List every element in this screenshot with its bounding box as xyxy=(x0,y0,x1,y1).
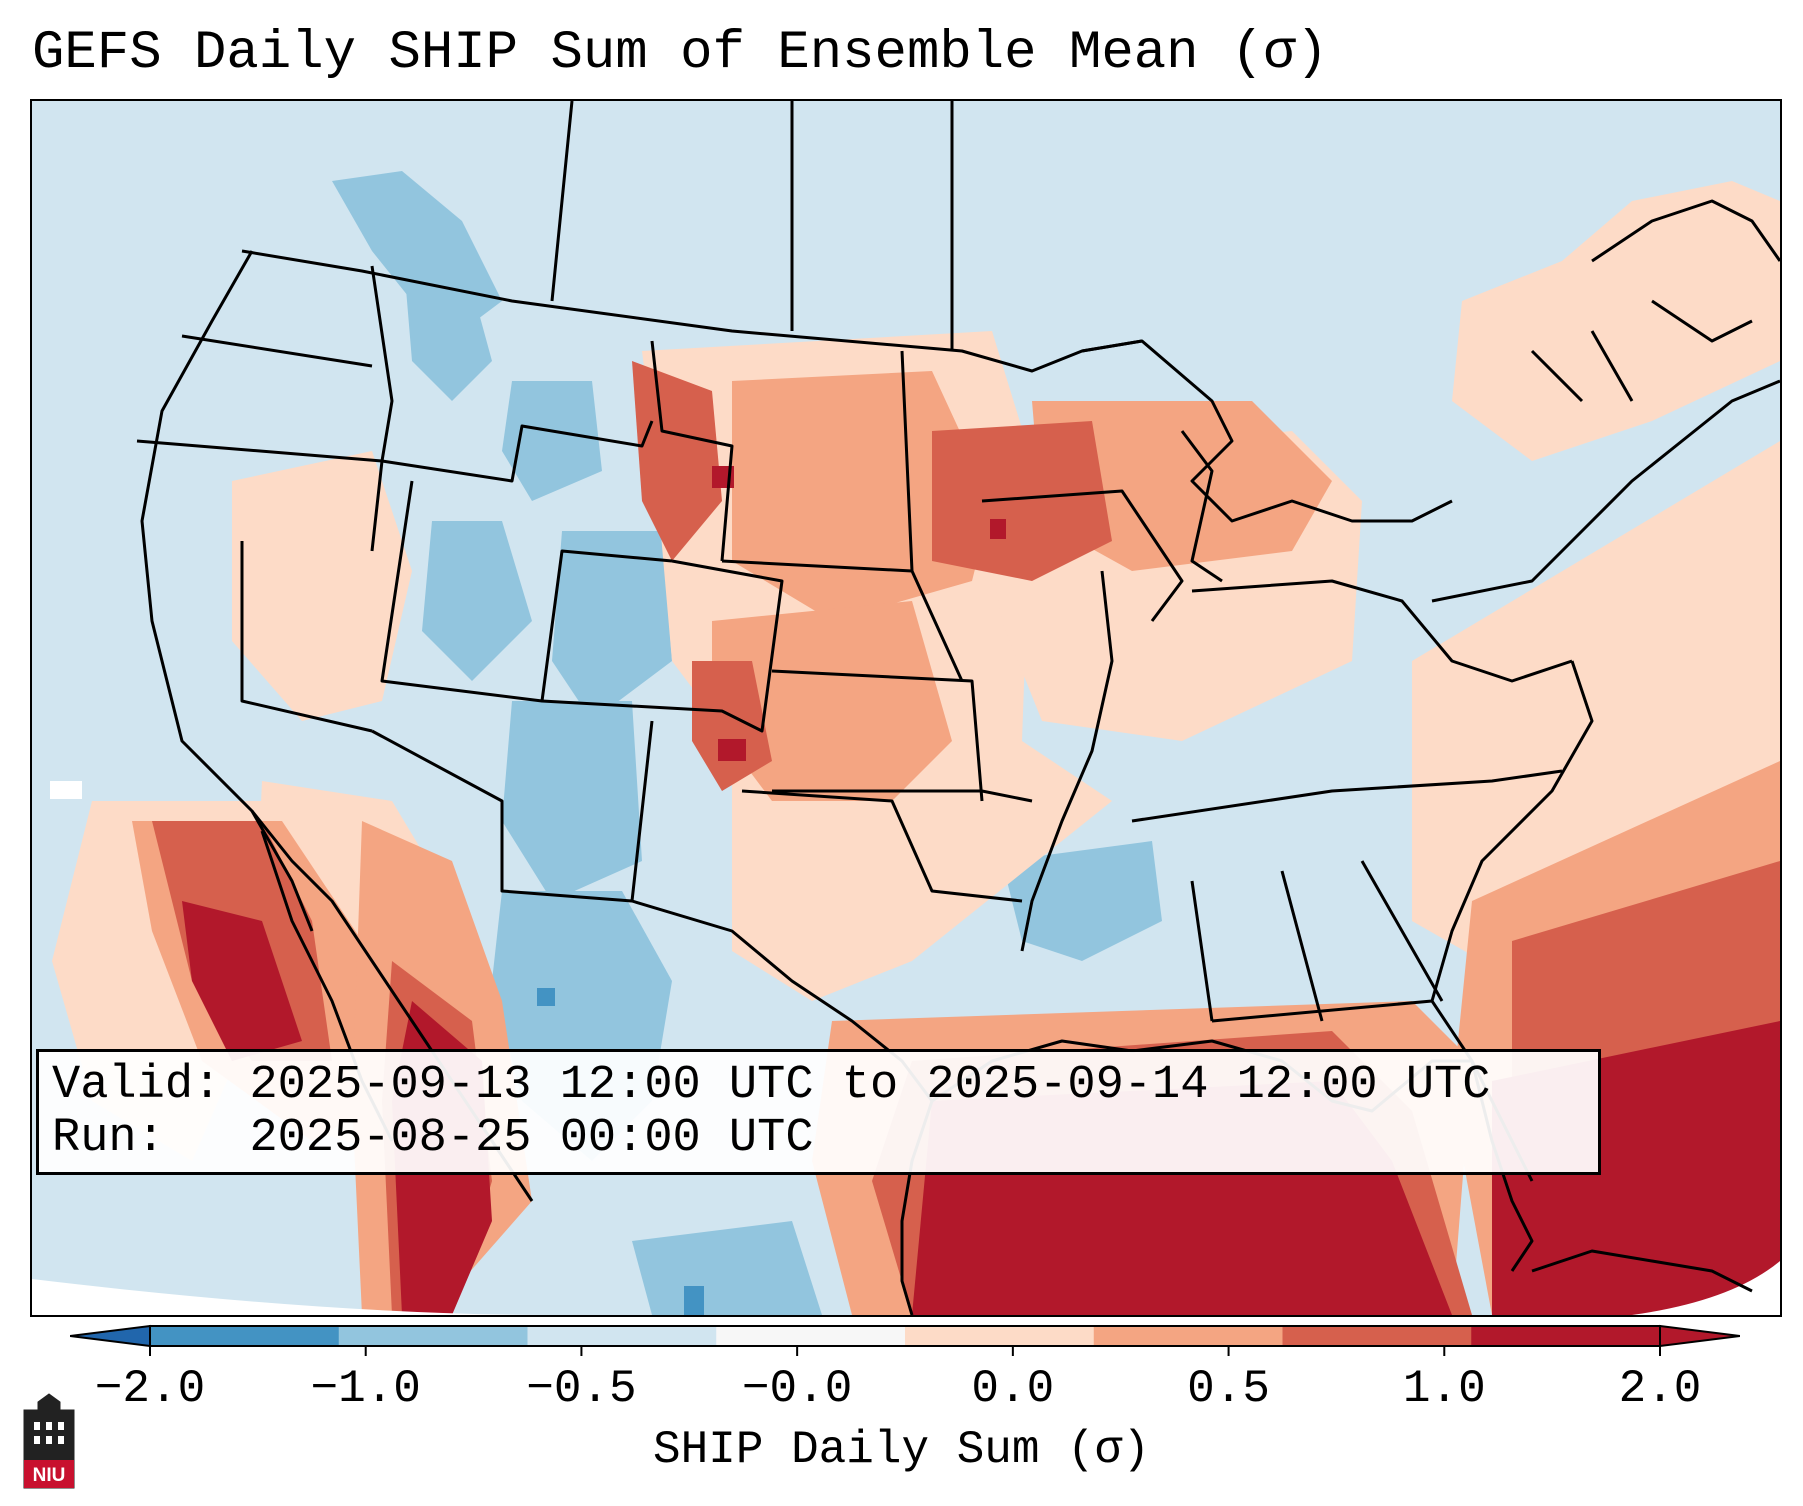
mississippi-river xyxy=(1020,570,1114,952)
run-line: Run: 2025-08-25 00:00 UTC xyxy=(52,1113,814,1165)
niu-logo: NIU xyxy=(23,1393,75,1489)
colorado-box xyxy=(541,559,784,733)
patch-pos-deep-southdakota xyxy=(990,519,1006,539)
colorbar-tick-label: 0.0 xyxy=(971,1363,1055,1415)
canada-maritimes xyxy=(1591,199,1780,343)
boundary-lines xyxy=(136,101,1780,1315)
colorbar-tick-label: 1.0 xyxy=(1402,1363,1486,1415)
off-domain-arc-right xyxy=(1632,1261,1780,1315)
colorbar-ticks xyxy=(149,1346,1661,1356)
patch-neg-strong xyxy=(684,1286,704,1315)
colorbar-tick-label: −1.0 xyxy=(310,1363,421,1415)
colorbar-tick-label: −0.5 xyxy=(526,1363,637,1415)
valid-label: Valid: xyxy=(52,1059,222,1112)
great-lakes xyxy=(1081,339,1453,583)
colorbar-label: SHIP Daily Sum (σ) xyxy=(653,1424,1150,1476)
patch-pos-strong-colorado xyxy=(692,661,772,791)
run-value: 2025-08-25 00:00 UTC xyxy=(249,1112,814,1165)
wa-or-line xyxy=(181,334,373,368)
patch-neg-utah xyxy=(422,521,532,681)
valid-value: 2025-09-13 12:00 UTC to 2025-09-14 12:00… xyxy=(249,1059,1491,1112)
colorbar xyxy=(70,1324,1740,1356)
valid-run-info-box: Valid: 2025-09-13 12:00 UTC to 2025-09-1… xyxy=(36,1049,1601,1175)
patch-neg-newmexico xyxy=(502,701,642,901)
ohio-valley xyxy=(1191,579,1573,683)
arizona-nm xyxy=(371,720,654,903)
colorbar-segment xyxy=(716,1326,906,1346)
west-coast xyxy=(140,250,314,932)
colorbar-segment xyxy=(1093,1326,1283,1346)
niu-logo-banner xyxy=(24,1460,74,1488)
northeast xyxy=(1431,330,1780,603)
valid-line: Valid: 2025-09-13 12:00 UTC to 2025-09-1… xyxy=(52,1060,1490,1112)
canada-provinces xyxy=(550,101,954,351)
montana-dakota xyxy=(650,340,734,562)
colorbar-extend-low xyxy=(70,1324,151,1348)
patch-neg-idaho xyxy=(402,241,492,401)
patch-neg-wyoming xyxy=(502,381,602,501)
colorbar-segment xyxy=(338,1326,528,1346)
niu-logo-text: NIU xyxy=(33,1465,66,1486)
patch-pos-med-dakotas xyxy=(732,371,992,621)
cuba xyxy=(1531,1249,1753,1293)
colorbar-segment xyxy=(1471,1326,1661,1346)
colorbar-segment xyxy=(150,1326,340,1346)
southeast-lines xyxy=(1190,860,1444,1023)
patch-pos-strong-montana xyxy=(632,361,722,561)
off-domain-arc xyxy=(32,1279,552,1315)
colorbar-tick-label: −0.0 xyxy=(741,1363,853,1415)
plains-east xyxy=(900,350,1184,622)
colorbar-tick-label: −2.0 xyxy=(94,1363,206,1415)
patch-pos-light-newengland xyxy=(1452,181,1780,461)
niu-logo-windows xyxy=(34,1422,64,1444)
patch-neg-south-mexico xyxy=(632,1221,822,1315)
colorbar-segment xyxy=(1282,1326,1472,1346)
patch-pos-strong-iowa xyxy=(932,421,1112,581)
tennessee-line xyxy=(1131,769,1563,823)
colorbar-segments xyxy=(149,1325,1661,1347)
us-canada-border xyxy=(241,249,1143,373)
colorbar-segment xyxy=(527,1326,717,1346)
kansas-oklahoma xyxy=(771,669,1033,803)
colorbar-segment xyxy=(905,1326,1095,1346)
colorbar-extend-high xyxy=(1659,1324,1740,1348)
patch-pos-deep-colorado xyxy=(718,739,746,761)
run-label: Run: xyxy=(52,1112,165,1165)
missing-data-cell xyxy=(50,781,82,799)
patch-pos-deep-pacific xyxy=(182,901,302,1061)
colorbar-tick-label: 2.0 xyxy=(1618,1363,1702,1415)
colorbar-tick-label: 0.5 xyxy=(1187,1363,1270,1415)
chart-title: GEFS Daily SHIP Sum of Ensemble Mean (σ) xyxy=(32,23,1329,84)
idaho-lines xyxy=(370,265,654,483)
patch-neg-strong-tx xyxy=(537,988,555,1006)
patch-neg-colorado xyxy=(552,531,672,721)
patch-pos-light-greatbasin xyxy=(232,451,412,721)
nevada-line xyxy=(240,541,373,733)
